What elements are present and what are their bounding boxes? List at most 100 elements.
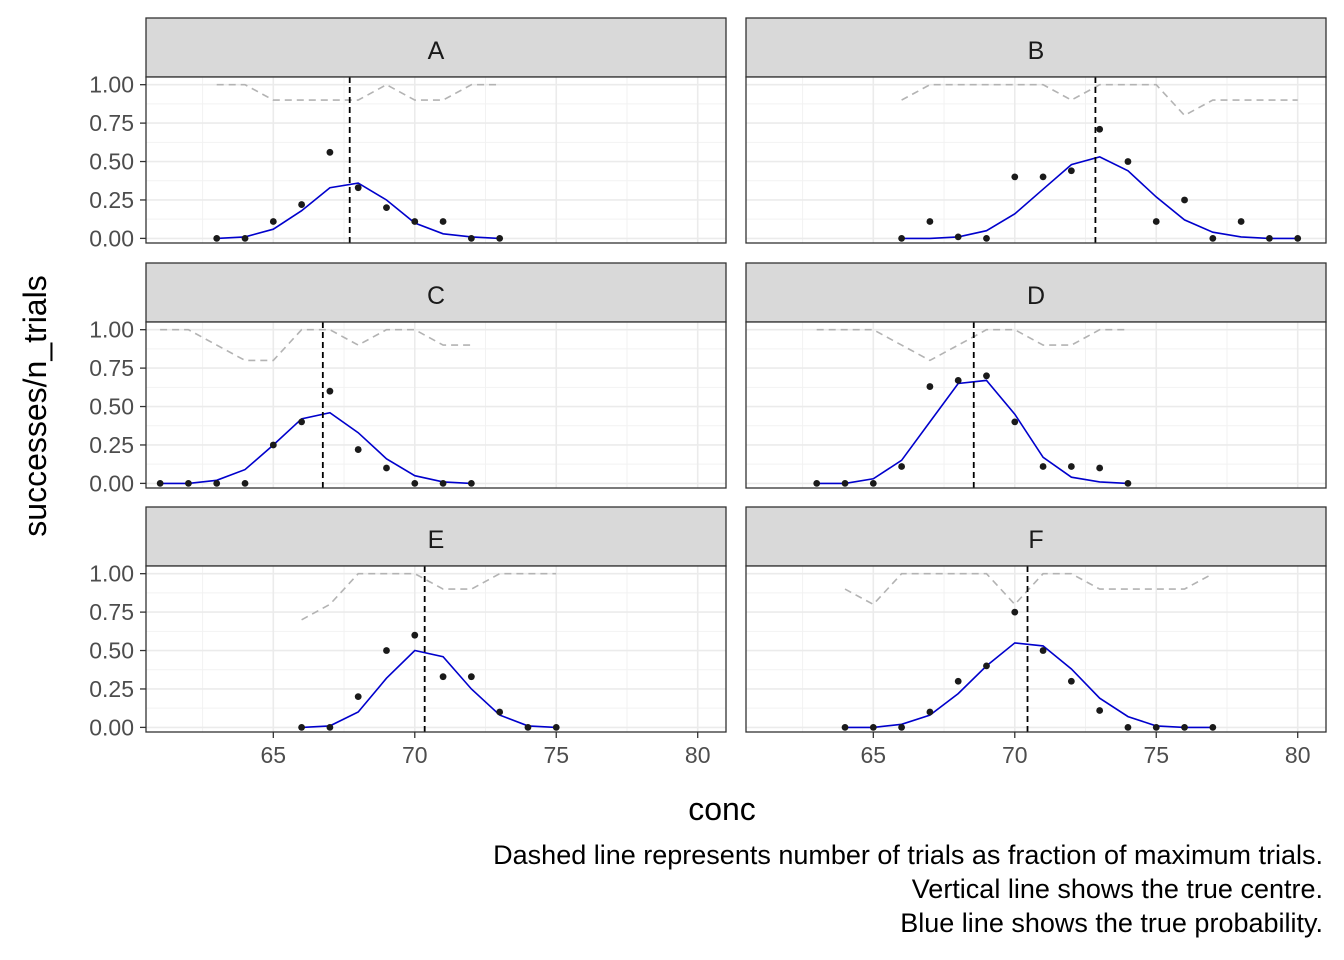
y-tick-label: 1.00 (89, 72, 134, 98)
data-point (411, 218, 419, 225)
true-probability-line (845, 642, 1213, 729)
data-point (411, 479, 419, 487)
gridlines (146, 77, 726, 243)
data-point (1266, 234, 1273, 242)
gridlines (146, 322, 726, 488)
data-point (1039, 173, 1047, 181)
data-point (326, 723, 334, 731)
data-point (298, 201, 306, 208)
data-point (383, 464, 390, 472)
y-tick-label: 0.00 (89, 470, 134, 496)
trials-fraction-line (901, 83, 1298, 117)
facet-label: D (1027, 282, 1045, 310)
facet-strip (145, 506, 727, 567)
data-point (1152, 723, 1160, 731)
data-point (1294, 234, 1302, 242)
plot-background (746, 322, 1326, 488)
trials-fraction-line (816, 328, 1128, 362)
data-point (954, 677, 962, 685)
data-point (496, 234, 504, 242)
data-point (496, 708, 504, 716)
y-tick-label: 0.50 (89, 394, 134, 420)
data-point (869, 723, 877, 731)
x-tick-label: 65 (861, 742, 887, 768)
facet-panels: A 0.00 0.25 0.50 0.75 1.00 B C 0.00 0.25 0.50 0.75 1… (89, 17, 1327, 740)
facet-panel-e: E 0.00 0.25 0.50 0.75 1.00 (89, 506, 727, 740)
trials-fraction-line (216, 83, 500, 101)
x-axis-title: conc (688, 791, 756, 827)
data-point (1011, 173, 1019, 181)
data-point (954, 377, 962, 384)
data-point (1067, 167, 1075, 175)
data-point (983, 234, 990, 242)
data-point (241, 479, 249, 487)
x-tick-label: 80 (1285, 742, 1311, 768)
data-point (411, 631, 419, 639)
plot-background (146, 566, 726, 732)
panel-border (145, 76, 727, 244)
data-point (983, 372, 990, 380)
data-point (898, 723, 906, 731)
data-point (298, 723, 306, 731)
data-point (1124, 723, 1132, 731)
y-tick-label: 0.25 (89, 676, 134, 702)
data-point (1096, 464, 1104, 472)
data-point (383, 204, 390, 212)
facet-panel-c: C 0.00 0.25 0.50 0.75 1.00 (89, 262, 727, 496)
data-point (841, 479, 849, 487)
panel-border (145, 565, 727, 733)
data-point (1181, 196, 1188, 204)
data-point (1067, 677, 1075, 685)
trials-fraction-line (301, 572, 557, 621)
data-point (926, 383, 934, 390)
facet-strip (745, 17, 1327, 78)
data-point (1011, 608, 1019, 616)
data-point (354, 184, 362, 192)
data-point (213, 234, 221, 242)
y-tick-label: 0.00 (89, 225, 134, 251)
y-tick-label: 0.50 (89, 638, 134, 664)
facet-strip (745, 262, 1327, 323)
data-point (156, 479, 164, 487)
x-tick-label: 75 (543, 742, 569, 768)
y-tick-label: 1.00 (89, 317, 134, 343)
data-point (524, 723, 532, 731)
data-point (898, 234, 906, 242)
facet-label: A (428, 37, 445, 65)
data-point (926, 218, 934, 225)
data-point (1209, 723, 1217, 731)
y-tick-label: 0.75 (89, 110, 134, 136)
data-point (1152, 218, 1160, 225)
caption-line-2: Vertical line shows the true centre. (912, 874, 1323, 904)
y-axis-title: successes/n_trials (17, 275, 53, 536)
panel-border (745, 565, 1327, 733)
data-point (1124, 158, 1132, 165)
x-tick-label: 70 (1002, 742, 1028, 768)
data-point (1237, 218, 1245, 225)
data-point (1124, 479, 1132, 487)
data-point (354, 446, 362, 453)
data-point (869, 479, 877, 487)
true-probability-line (160, 411, 472, 485)
data-point (1039, 463, 1047, 470)
data-point (326, 387, 334, 395)
data-point (926, 708, 934, 716)
y-tick-label: 0.50 (89, 149, 134, 175)
caption-line-3: Blue line shows the true probability. (900, 908, 1323, 938)
y-tick-label: 1.00 (89, 561, 134, 587)
data-point (439, 218, 447, 225)
data-point (467, 234, 475, 242)
data-point (1039, 647, 1047, 654)
data-point (439, 673, 447, 681)
facet-label: B (1028, 37, 1045, 65)
panel-border (745, 321, 1327, 489)
data-point (213, 479, 221, 487)
data-point (467, 673, 475, 681)
y-tick-label: 0.25 (89, 432, 134, 458)
plot-background (746, 566, 1326, 732)
data-point (241, 234, 249, 242)
facet-strip (145, 262, 727, 323)
facet-strip (145, 17, 727, 78)
gridlines (746, 77, 1326, 243)
